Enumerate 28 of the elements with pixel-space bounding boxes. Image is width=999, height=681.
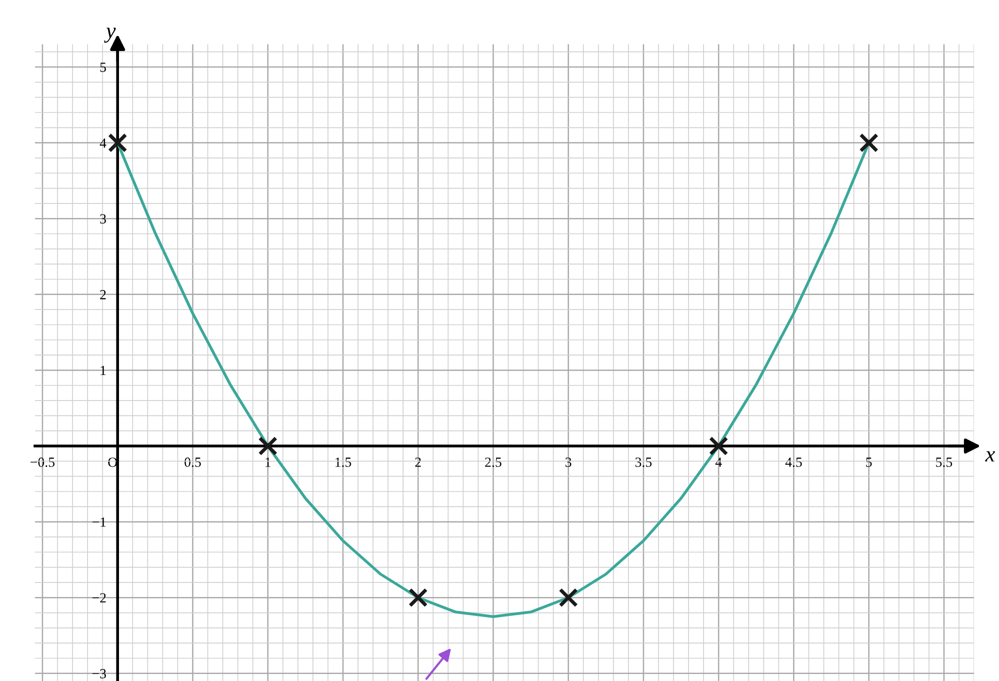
y-tick-label: 2 xyxy=(100,290,106,300)
x-tick-label: 5.5 xyxy=(936,458,952,467)
x-tick-label: 4 xyxy=(715,458,722,467)
x-tick-label: 3 xyxy=(566,458,572,467)
point xyxy=(558,588,578,608)
x-tick-label: 2 xyxy=(415,458,421,467)
x-tick-label: 4.5 xyxy=(785,458,802,467)
y-axis-title: y xyxy=(104,28,116,43)
x-tick-label: 5 xyxy=(866,458,872,467)
point xyxy=(408,588,428,608)
x-tick-label: −0.5 xyxy=(30,458,55,467)
point xyxy=(258,436,278,456)
y-tick-label: 1 xyxy=(100,366,106,376)
x-tick-label: 0.5 xyxy=(184,458,201,467)
x-axis-title: x xyxy=(985,451,995,462)
y-tick-label: 4 xyxy=(100,138,106,148)
point xyxy=(859,133,879,152)
y-tick-label: −2 xyxy=(92,593,106,602)
x-tick-label: 1 xyxy=(266,458,270,467)
point xyxy=(708,436,728,456)
y-tick-label: −1 xyxy=(92,517,106,527)
x-tick-label: 2.5 xyxy=(485,458,502,467)
y-tick-label: 3 xyxy=(100,214,106,224)
y-tick-label: −3 xyxy=(92,669,106,678)
y-tick-label: 5 xyxy=(100,62,106,72)
x-tick-label: 3.5 xyxy=(635,458,652,467)
point xyxy=(108,133,128,152)
x-tick-label: 1.5 xyxy=(336,458,352,467)
